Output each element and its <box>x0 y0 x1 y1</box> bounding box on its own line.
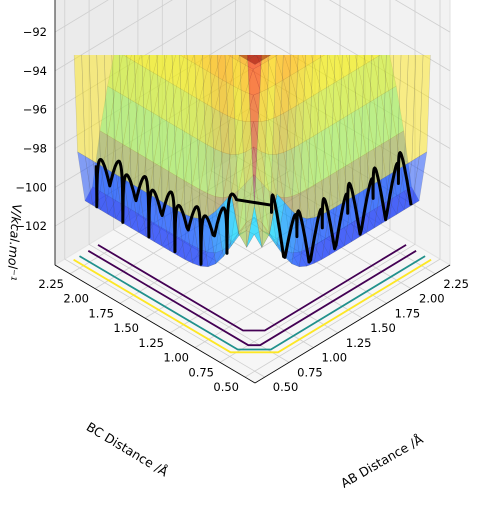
z-tick-label: −98 <box>23 142 47 156</box>
y-tick-label: 1.25 <box>138 336 164 350</box>
y-tick-label: 2.00 <box>63 292 89 306</box>
x-axis-label: AB Distance /Å <box>338 431 426 490</box>
y-tick-label: 1.75 <box>88 306 114 320</box>
y-axis-label: BC Distance /Å <box>84 419 171 480</box>
y-tick-label: 1.00 <box>163 351 189 365</box>
x-tick-label: 1.00 <box>322 351 348 365</box>
y-tick-label: 2.25 <box>38 277 64 291</box>
y-tick-label: 0.75 <box>188 365 214 379</box>
z-tick-label: −94 <box>23 64 47 78</box>
x-tick-label: 2.25 <box>443 277 469 291</box>
z-tick-label: −100 <box>15 180 47 194</box>
x-tick-label: 1.25 <box>346 336 372 350</box>
x-tick-label: 2.00 <box>419 292 445 306</box>
z-tick-label: −96 <box>23 103 47 117</box>
x-tick-label: 0.50 <box>273 380 299 394</box>
z-tick-label: −92 <box>23 25 47 39</box>
x-tick-label: 1.75 <box>395 306 421 320</box>
y-tick-label: 0.50 <box>213 380 239 394</box>
z-axis-label: V/kcal.mol⁻¹ <box>4 203 24 281</box>
x-tick-label: 1.50 <box>370 321 396 335</box>
x-tick-label: 0.75 <box>297 365 323 379</box>
y-tick-label: 1.50 <box>113 321 139 335</box>
